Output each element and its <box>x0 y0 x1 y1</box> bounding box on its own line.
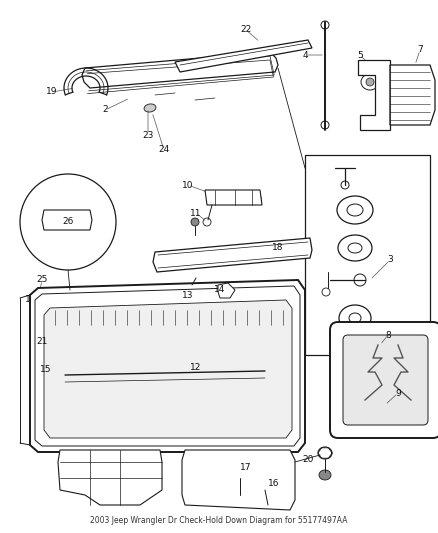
Text: 26: 26 <box>62 217 74 227</box>
Text: 9: 9 <box>395 389 401 398</box>
Text: 1: 1 <box>25 295 31 304</box>
Text: 10: 10 <box>182 181 194 190</box>
Ellipse shape <box>407 66 417 74</box>
Polygon shape <box>42 210 92 230</box>
Ellipse shape <box>377 113 387 123</box>
Text: 8: 8 <box>385 330 391 340</box>
Ellipse shape <box>354 274 366 286</box>
Polygon shape <box>82 52 278 88</box>
Ellipse shape <box>322 288 330 296</box>
FancyBboxPatch shape <box>305 155 430 355</box>
Ellipse shape <box>192 362 208 378</box>
Text: 24: 24 <box>159 146 170 155</box>
Ellipse shape <box>77 213 91 227</box>
Ellipse shape <box>203 218 211 226</box>
Ellipse shape <box>361 74 379 90</box>
Polygon shape <box>175 40 312 72</box>
Polygon shape <box>390 65 435 125</box>
Ellipse shape <box>321 121 329 129</box>
Polygon shape <box>182 450 295 510</box>
Ellipse shape <box>262 480 268 486</box>
Text: 12: 12 <box>191 362 201 372</box>
Ellipse shape <box>197 367 203 373</box>
Polygon shape <box>153 238 312 272</box>
Ellipse shape <box>235 463 245 473</box>
Text: 13: 13 <box>182 290 194 300</box>
Text: 23: 23 <box>142 131 154 140</box>
Ellipse shape <box>337 196 373 224</box>
Text: 2: 2 <box>102 106 108 115</box>
Text: 21: 21 <box>36 337 48 346</box>
Ellipse shape <box>338 235 372 261</box>
Text: 7: 7 <box>417 45 423 54</box>
Text: 4: 4 <box>302 51 308 60</box>
Text: 2003 Jeep Wrangler Dr Check-Hold Down Diagram for 55177497AA: 2003 Jeep Wrangler Dr Check-Hold Down Di… <box>90 516 348 525</box>
Ellipse shape <box>407 116 417 124</box>
Text: 14: 14 <box>214 286 226 295</box>
Text: 20: 20 <box>302 456 314 464</box>
Ellipse shape <box>341 181 349 189</box>
Ellipse shape <box>191 218 199 226</box>
Ellipse shape <box>187 285 197 295</box>
Text: 25: 25 <box>36 276 48 285</box>
Text: 16: 16 <box>268 479 280 488</box>
Ellipse shape <box>257 476 273 490</box>
Polygon shape <box>218 283 235 298</box>
Text: 15: 15 <box>40 366 52 375</box>
Ellipse shape <box>228 458 252 478</box>
Polygon shape <box>44 300 292 438</box>
Text: 5: 5 <box>357 51 363 60</box>
Text: 19: 19 <box>46 87 58 96</box>
Ellipse shape <box>349 313 361 323</box>
Ellipse shape <box>350 344 360 352</box>
Ellipse shape <box>318 447 332 459</box>
FancyBboxPatch shape <box>343 335 428 425</box>
Text: 11: 11 <box>190 208 202 217</box>
Ellipse shape <box>321 21 329 29</box>
Ellipse shape <box>366 78 374 86</box>
Polygon shape <box>205 190 262 205</box>
Ellipse shape <box>339 305 371 331</box>
Polygon shape <box>35 286 300 446</box>
Text: 3: 3 <box>387 255 393 264</box>
Circle shape <box>20 174 116 270</box>
FancyBboxPatch shape <box>330 322 438 438</box>
Text: 22: 22 <box>240 26 251 35</box>
Text: 18: 18 <box>272 244 284 253</box>
Ellipse shape <box>347 204 363 216</box>
Ellipse shape <box>144 104 156 112</box>
Ellipse shape <box>255 195 261 201</box>
Polygon shape <box>58 450 162 505</box>
Ellipse shape <box>319 470 331 480</box>
Ellipse shape <box>207 195 213 201</box>
Ellipse shape <box>377 90 387 100</box>
Ellipse shape <box>344 339 366 357</box>
Ellipse shape <box>348 243 362 253</box>
Polygon shape <box>358 60 390 130</box>
Polygon shape <box>30 280 305 452</box>
Text: 17: 17 <box>240 464 252 472</box>
